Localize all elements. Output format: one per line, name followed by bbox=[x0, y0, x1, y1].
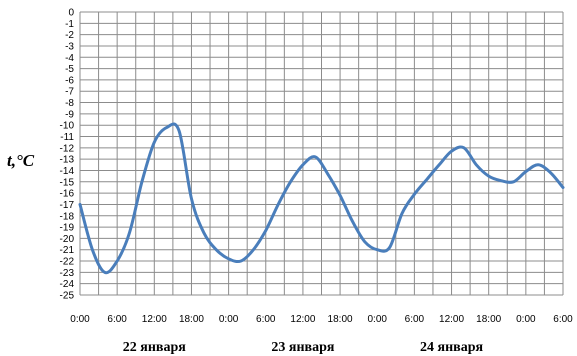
y-tick-label: -17 bbox=[60, 200, 75, 211]
y-axis-ticks: 0-1-2-3-4-5-6-7-8-9-10-11-12-13-14-15-16… bbox=[60, 8, 75, 302]
x-tick-label: 6:00 bbox=[256, 314, 276, 325]
x-tick-label: 18:00 bbox=[328, 314, 353, 325]
y-tick-label: -21 bbox=[60, 245, 75, 256]
x-tick-label: 18:00 bbox=[476, 314, 501, 325]
y-tick-label: -5 bbox=[65, 64, 74, 75]
x-tick-label: 6:00 bbox=[107, 314, 127, 325]
x-tick-label: 0:00 bbox=[219, 314, 239, 325]
y-tick-label: -6 bbox=[65, 75, 74, 86]
day-labels: 22 января 23 января 24 января bbox=[123, 340, 484, 355]
y-tick-label: -22 bbox=[60, 257, 75, 268]
y-tick-label: -1 bbox=[65, 19, 74, 30]
y-tick-label: -4 bbox=[65, 53, 74, 64]
y-tick-label: -14 bbox=[60, 166, 75, 177]
day-label: 23 января bbox=[271, 340, 334, 355]
y-tick-label: -15 bbox=[60, 177, 75, 188]
x-tick-label: 12:00 bbox=[290, 314, 315, 325]
y-tick-label: -18 bbox=[60, 211, 75, 222]
y-tick-label: -13 bbox=[60, 155, 75, 166]
x-tick-label: 6:00 bbox=[553, 314, 573, 325]
x-tick-label: 12:00 bbox=[439, 314, 464, 325]
y-tick-label: 0 bbox=[68, 8, 74, 19]
x-tick-label: 0:00 bbox=[70, 314, 90, 325]
x-tick-label: 12:00 bbox=[142, 314, 167, 325]
y-tick-label: -10 bbox=[60, 121, 75, 132]
y-tick-label: -8 bbox=[65, 98, 74, 109]
grid-lines bbox=[80, 12, 563, 295]
day-label: 24 января bbox=[420, 340, 483, 355]
y-tick-label: -12 bbox=[60, 143, 75, 154]
x-tick-label: 0:00 bbox=[367, 314, 387, 325]
y-tick-label: -11 bbox=[60, 132, 74, 143]
y-tick-label: -24 bbox=[60, 279, 75, 290]
y-tick-label: -20 bbox=[60, 234, 75, 245]
y-tick-label: -19 bbox=[60, 223, 75, 234]
x-tick-label: 18:00 bbox=[179, 314, 204, 325]
day-label: 22 января bbox=[123, 340, 186, 355]
x-tick-label: 6:00 bbox=[405, 314, 425, 325]
x-axis-ticks: 0:00 6:00 12:00 18:00 0:00 6:00 12:00 18:00 0:00… bbox=[70, 314, 573, 325]
y-tick-label: -9 bbox=[65, 109, 74, 120]
y-tick-label: -25 bbox=[60, 291, 75, 302]
y-tick-label: -16 bbox=[60, 189, 75, 200]
y-tick-label: -23 bbox=[60, 268, 75, 279]
y-tick-label: -2 bbox=[65, 30, 74, 41]
x-tick-label: 0:00 bbox=[516, 314, 536, 325]
y-axis-label: t,°C bbox=[7, 151, 35, 170]
y-tick-label: -7 bbox=[65, 87, 74, 98]
y-tick-label: -3 bbox=[65, 41, 74, 52]
